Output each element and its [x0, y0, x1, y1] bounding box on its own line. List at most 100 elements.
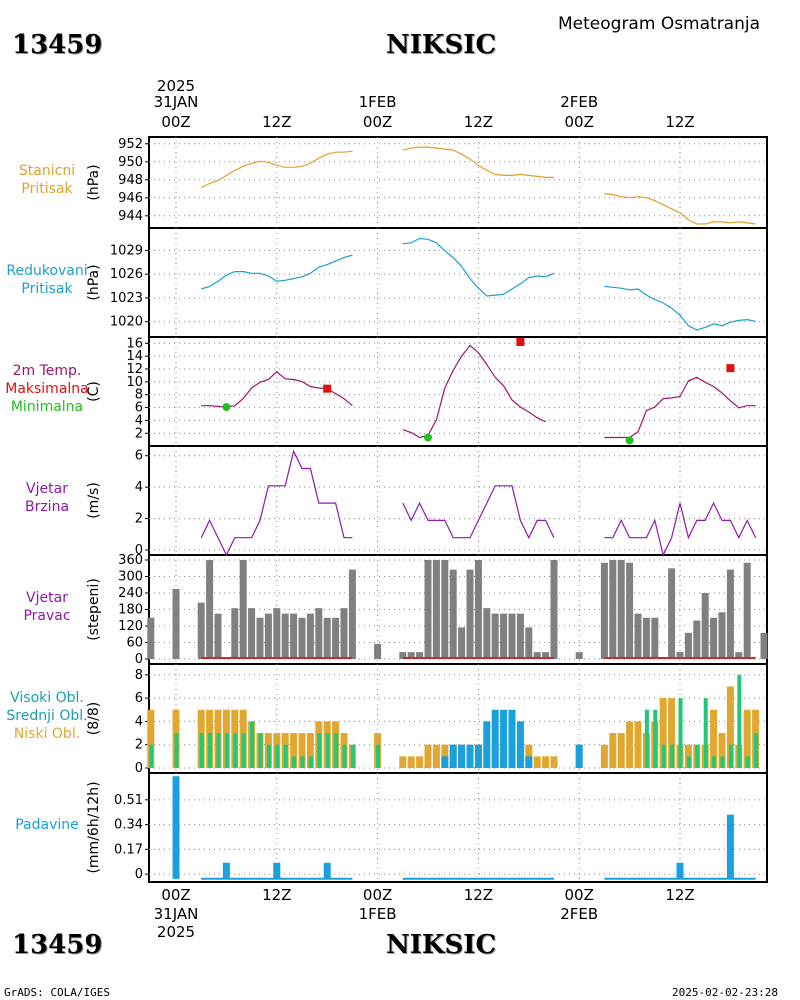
high-cloud-bar	[703, 698, 708, 768]
wind-dir-bar	[248, 608, 256, 659]
high-cloud-bar	[292, 756, 297, 768]
low-cloud-bar	[659, 698, 667, 768]
time-label: 31JAN	[153, 905, 199, 923]
y-tick-label: 948	[118, 173, 143, 188]
y-tick-label: 1026	[110, 267, 143, 282]
panel-wind_speed: 0 2 4 6 (m/s)	[86, 445, 768, 558]
wind-dir-bar	[542, 652, 550, 659]
tmax-marker	[323, 384, 332, 393]
high-cloud-bar	[754, 733, 759, 768]
low-cloud-bar	[416, 756, 424, 768]
high-cloud-bar	[250, 721, 255, 768]
wind-dir-bar	[399, 652, 407, 659]
time-label: 2025	[156, 923, 196, 941]
wind-dir-bar	[374, 643, 382, 659]
wind-dir-bar	[206, 560, 214, 659]
unit-label: (mm/6h/12h)	[86, 781, 102, 873]
panel-label-reduced_pressure: Pritisak	[21, 280, 73, 297]
station_pressure-line	[200, 150, 353, 189]
wind-dir-bar	[710, 617, 718, 659]
tmin-marker	[625, 436, 634, 445]
wind_speed-line	[200, 449, 353, 557]
low-cloud-bar	[399, 756, 407, 768]
panel-label-clouds: Visoki Obl.	[10, 689, 84, 706]
high-cloud-bar	[376, 744, 381, 768]
wind-dir-bar	[634, 613, 642, 659]
wind-dir-bar	[684, 632, 692, 659]
panel-label-temperature: 2m Temp.	[12, 362, 82, 379]
wind-dir-bar	[332, 617, 340, 659]
wind-dir-bar	[441, 560, 449, 659]
low-cloud-bar	[626, 721, 634, 768]
high-cloud-bar	[149, 744, 154, 768]
high-cloud-bar	[670, 744, 675, 768]
wind-dir-bar	[424, 560, 432, 659]
y-tick-label: 2	[135, 738, 143, 753]
y-tick-label: 1020	[110, 315, 143, 330]
panel-label-station_pressure: Pritisak	[21, 180, 73, 197]
time-label: 00Z	[161, 886, 191, 904]
low-cloud-bar	[718, 733, 726, 768]
high-cloud-bar	[325, 733, 330, 768]
high-cloud-bar	[199, 733, 204, 768]
station_pressure-line	[402, 146, 554, 178]
precip-bar	[273, 862, 281, 879]
panel-label-station_pressure: Stanicni	[18, 162, 76, 179]
precip-bar	[323, 862, 331, 879]
mid-cloud-bar	[508, 709, 516, 768]
low-cloud-bar	[634, 721, 642, 768]
y-tick-label: 1023	[110, 291, 143, 306]
y-tick-label: 180	[118, 603, 143, 618]
y-tick-label: 950	[118, 155, 143, 170]
high-cloud-bar	[334, 733, 339, 768]
y-tick-label: 0.34	[114, 818, 143, 833]
wind-dir-bar	[735, 652, 743, 659]
panel-precip: 0 0.17 0.34 0.51 (mm/6h/12h)	[86, 772, 768, 883]
high-cloud-bar	[678, 698, 683, 768]
y-tick-label: 4	[135, 413, 143, 428]
high-cloud-bar	[686, 756, 691, 768]
low-cloud-bar	[710, 709, 718, 768]
low-cloud-bar	[617, 733, 625, 768]
unit-label: (stepeni)	[86, 578, 102, 641]
low-cloud-bar	[542, 756, 550, 768]
wind-dir-bar	[575, 652, 583, 659]
wind-dir-bar	[483, 608, 491, 659]
y-tick-label: 2	[135, 512, 143, 527]
y-tick-label: 12	[126, 362, 143, 377]
reduced_pressure-line	[402, 237, 555, 297]
time-label: 12Z	[262, 113, 292, 131]
time-label: 12Z	[665, 113, 695, 131]
unit-label: (C)	[86, 381, 102, 402]
mid-cloud-bar	[525, 756, 533, 768]
time-label: 00Z	[564, 886, 594, 904]
reduced_pressure-line	[604, 285, 756, 331]
wind-dir-bar	[458, 627, 466, 659]
low-cloud-bar	[668, 698, 676, 768]
low-cloud-bar	[298, 733, 306, 768]
wind-dir-bar	[491, 613, 499, 659]
low-cloud-bar	[407, 756, 415, 768]
time-label: 00Z	[362, 886, 393, 904]
wind-dir-bar	[617, 560, 625, 659]
time-label: 12Z	[463, 886, 494, 904]
wind-dir-bar	[676, 652, 684, 659]
unit-label: (m/s)	[86, 482, 102, 519]
mid-cloud-bar	[491, 709, 499, 768]
low-cloud-bar	[424, 744, 432, 768]
wind-dir-bar	[693, 620, 701, 659]
wind-dir-bar	[298, 617, 306, 659]
station-id-bottom: 13459	[12, 930, 103, 960]
unit-label: (hPa)	[86, 264, 102, 300]
mid-cloud-bar	[458, 744, 466, 768]
unit-label: (8/8)	[86, 702, 102, 735]
low-cloud-bar	[743, 709, 751, 768]
y-tick-label: 240	[118, 586, 143, 601]
wind-dir-bar	[609, 560, 617, 659]
y-tick-label: 300	[118, 570, 143, 585]
y-tick-label: 4	[135, 480, 143, 495]
low-cloud-bar	[432, 744, 440, 768]
tmin-marker	[424, 433, 432, 442]
y-tick-label: 16	[126, 336, 143, 351]
panel-label-reduced_pressure: Redukovani	[6, 262, 88, 279]
